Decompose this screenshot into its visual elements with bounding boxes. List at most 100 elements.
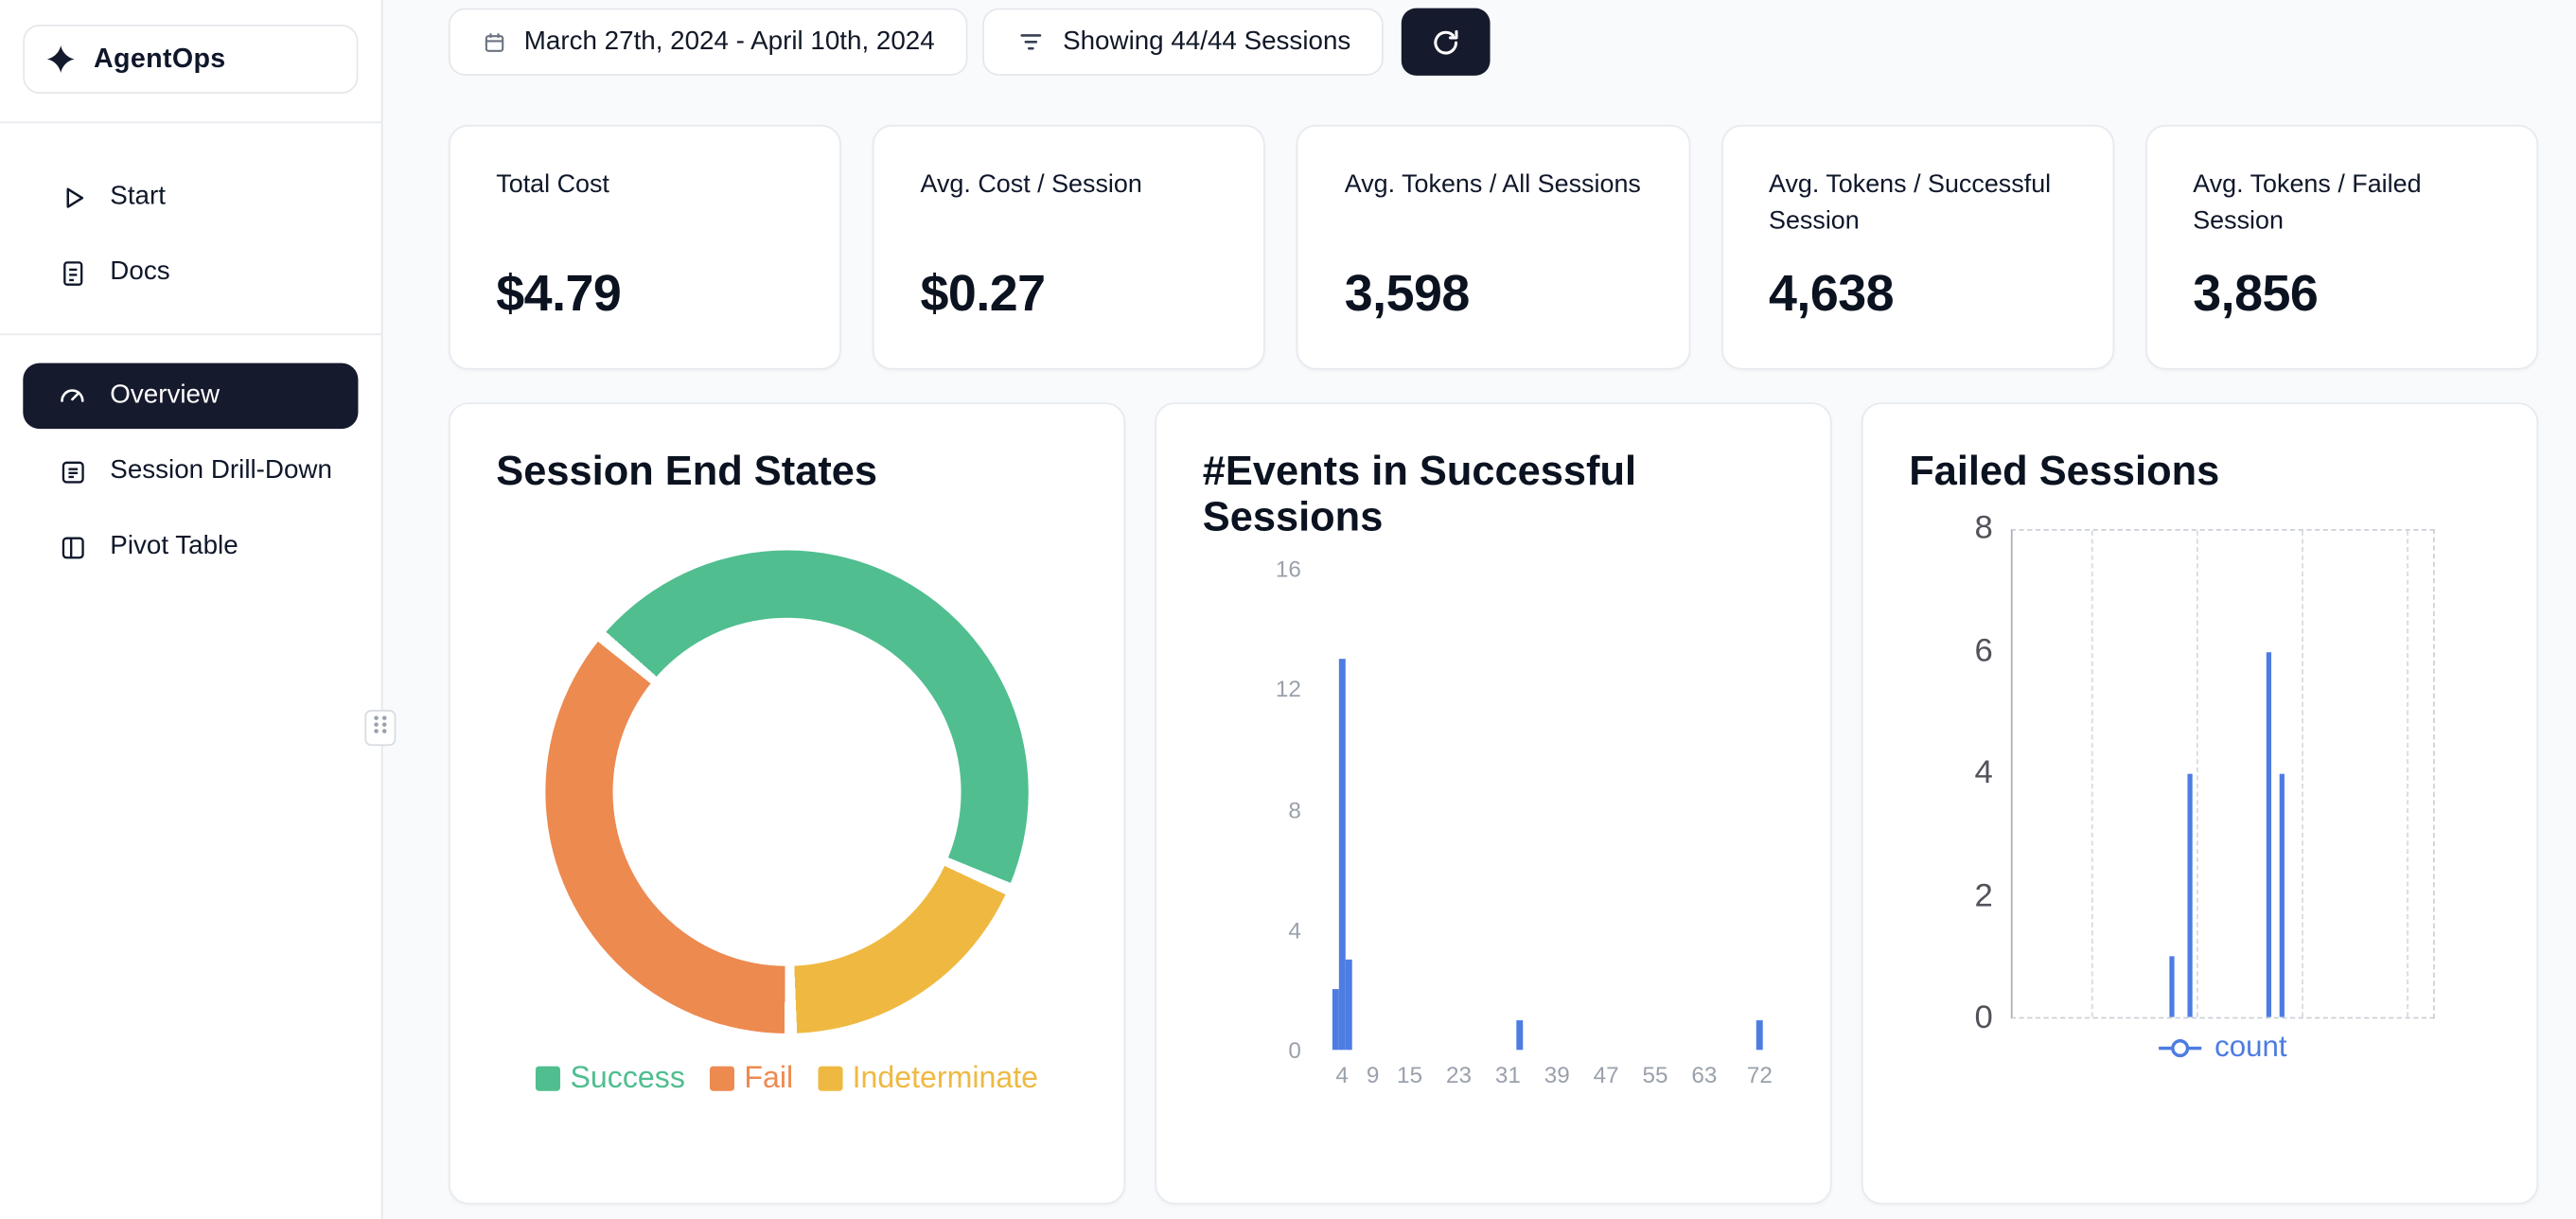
x-tick-label: 15 (1397, 1061, 1423, 1088)
events-histogram-card: #Events in Successful Sessions 0 4 8 12 16 4… (1155, 402, 1832, 1205)
bar[interactable] (1756, 1019, 1763, 1051)
count-legend[interactable]: count (2011, 1030, 2435, 1064)
gridline (2407, 530, 2409, 1017)
y-tick-label: 16 (1275, 555, 1301, 582)
refresh-button[interactable] (1402, 8, 1491, 76)
legend-swatch-icon (818, 1065, 843, 1090)
nav-label: Pivot Table (110, 532, 238, 560)
pivot-table-icon (56, 531, 89, 564)
x-tick-label: 31 (1494, 1061, 1521, 1088)
bar[interactable] (1345, 959, 1352, 1051)
donut-legend: Success Fail Indeterminate (496, 1060, 1078, 1096)
gridline (2302, 530, 2304, 1017)
list-card-icon (56, 455, 89, 488)
y-axis-labels: 0 4 8 12 16 (1203, 556, 1318, 1063)
sessions-filter-button[interactable]: Showing 44/44 Sessions (982, 8, 1385, 76)
sidebar-divider (0, 333, 381, 336)
main-content: March 27th, 2024 - April 10th, 2024 Show… (382, 0, 2576, 1219)
sidebar-item-overview[interactable]: Overview (23, 362, 359, 430)
sidebar-item-docs[interactable]: Docs (23, 239, 358, 305)
y-tick-label: 6 (1974, 632, 1993, 669)
date-range-button[interactable]: March 27th, 2024 - April 10th, 2024 (448, 8, 968, 76)
calendar-icon (482, 28, 508, 55)
gauge-icon (56, 380, 89, 413)
sidebar-item-pivot-table[interactable]: Pivot Table (23, 514, 358, 579)
y-tick-label: 8 (1288, 796, 1301, 822)
stat-label: Avg. Cost / Session (920, 170, 1142, 200)
legend-label: Success (570, 1059, 685, 1095)
legend-swatch-icon (536, 1065, 561, 1090)
bar[interactable] (1516, 1019, 1524, 1051)
sidebar-nav: Start Docs (23, 165, 358, 306)
chart-title: #Events in Successful Sessions (1202, 448, 1637, 541)
x-tick-label: 39 (1544, 1061, 1570, 1088)
x-tick-label: 55 (1642, 1061, 1668, 1088)
play-icon (56, 181, 89, 214)
sidebar: AgentOps Start Docs (0, 0, 397, 1219)
sidebar-resize-handle[interactable] (364, 709, 397, 747)
agentops-logo[interactable]: AgentOps (23, 25, 359, 94)
bar[interactable] (1332, 989, 1340, 1051)
agentops-logo-icon (44, 43, 78, 76)
sessions-filter-label: Showing 44/44 Sessions (1063, 26, 1351, 56)
x-tick-label: 63 (1691, 1061, 1718, 1088)
date-range-label: March 27th, 2024 - April 10th, 2024 (523, 26, 935, 56)
y-tick-label: 4 (1288, 916, 1301, 944)
failed-sessions-chart: 0 2 4 6 8 (1909, 510, 2491, 1036)
sidebar-divider (0, 121, 381, 124)
x-tick-label: 72 (1746, 1061, 1773, 1088)
sidebar-item-session-drill-down[interactable]: Session Drill-Down (23, 439, 358, 504)
legend-label: Indeterminate (852, 1059, 1039, 1095)
spike[interactable] (2267, 652, 2272, 1017)
filter-icon (1015, 26, 1047, 58)
charts-row: Session End States Success Fail Indetermin… (448, 402, 2539, 1205)
spike[interactable] (2186, 773, 2192, 1017)
y-tick-label: 0 (1974, 999, 1993, 1036)
y-tick-label: 0 (1288, 1036, 1301, 1064)
events-plot-area[interactable]: 4 9 15 23 31 39 47 55 63 72 (1317, 569, 1784, 1087)
y-tick-label: 8 (1974, 510, 1993, 547)
legend-label: Fail (744, 1059, 794, 1095)
refresh-icon (1430, 26, 1463, 59)
stat-value: 3,856 (2193, 264, 2319, 323)
stat-card-avg-cost-session: Avg. Cost / Session $0.27 (873, 124, 1266, 370)
spike[interactable] (2169, 956, 2176, 1017)
stat-label: Avg. Tokens / All Sessions (1344, 170, 1641, 200)
stat-value: $4.79 (496, 264, 622, 323)
legend-item-indeterminate[interactable]: Indeterminate (818, 1060, 1038, 1096)
y-tick-label: 4 (1974, 754, 1993, 791)
gridline (2196, 530, 2198, 1017)
failed-sessions-plot-area[interactable] (2010, 528, 2435, 1019)
stat-label: Avg. Tokens / Failed Session (2193, 170, 2422, 237)
session-end-states-card: Session End States Success Fail Indetermin… (448, 402, 1126, 1205)
chart-title: Failed Sessions (1909, 448, 2220, 495)
stats-row: Total Cost $4.79 Avg. Cost / Session $0.… (448, 124, 2539, 370)
drag-dots-icon (371, 713, 389, 744)
x-tick-label: 9 (1366, 1061, 1380, 1088)
spike[interactable] (2279, 773, 2285, 1017)
legend-swatch-icon (709, 1065, 734, 1090)
stat-label: Avg. Tokens / Successful Session (1768, 170, 2052, 237)
y-axis-labels: 0 2 4 6 8 (1909, 510, 2011, 1036)
sidebar-item-start[interactable]: Start (23, 165, 358, 230)
legend-item-success[interactable]: Success (536, 1060, 685, 1096)
session-end-states-donut[interactable] (545, 550, 1029, 1034)
gridline (2091, 530, 2092, 1017)
stat-value: 4,638 (1768, 264, 1895, 323)
donut-wrap (496, 550, 1078, 1034)
nav-label: Session Drill-Down (110, 456, 332, 486)
nav-label: Docs (110, 257, 170, 287)
stat-card-avg-tokens-all: Avg. Tokens / All Sessions 3,598 (1297, 124, 1690, 370)
stat-card-total-cost: Total Cost $4.79 (448, 124, 842, 370)
y-tick-label: 2 (1974, 877, 1993, 914)
count-legend-label: count (2214, 1030, 2287, 1064)
stat-value: $0.27 (920, 264, 1047, 323)
x-tick-label: 47 (1593, 1061, 1619, 1088)
bar[interactable] (1338, 659, 1346, 1051)
nav-label: Start (110, 182, 166, 211)
line-series-marker-icon (2159, 1045, 2202, 1050)
legend-item-fail[interactable]: Fail (709, 1059, 794, 1096)
app-name: AgentOps (93, 44, 226, 74)
y-tick-label: 12 (1275, 675, 1301, 702)
